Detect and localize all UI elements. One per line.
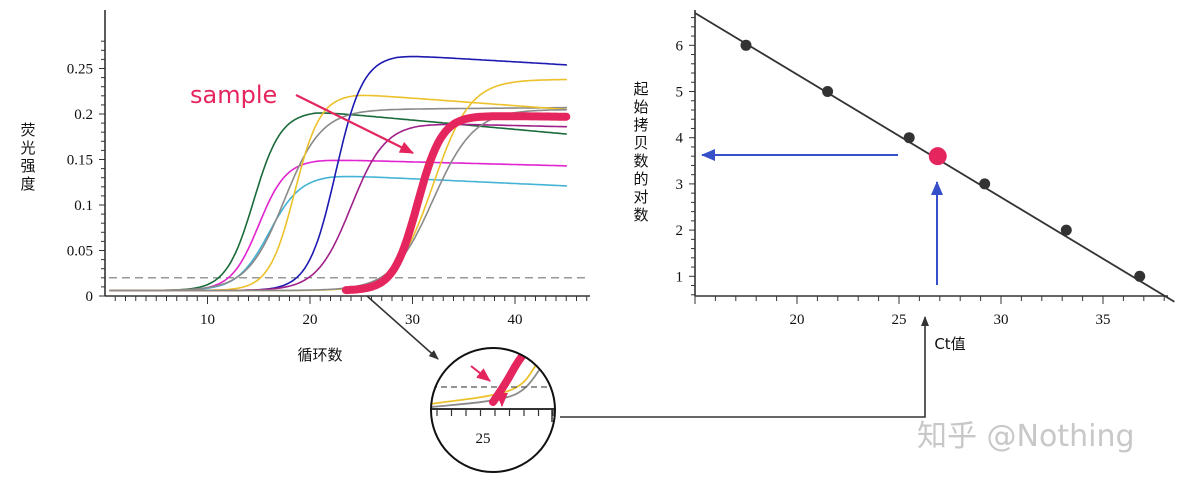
left-ylabel-char: 度 <box>20 175 35 193</box>
left-x-tick-label: 40 <box>508 312 523 328</box>
right-x-tick-label: 30 <box>994 312 1009 328</box>
left-ylabel-char: 强 <box>20 157 35 175</box>
amplification-curve <box>109 112 568 292</box>
right-x-tick-label: 35 <box>1096 312 1111 328</box>
inset-yellow-curve <box>431 351 546 405</box>
right-y-tick-label: 3 <box>676 177 684 193</box>
sample-pointer-arrow <box>295 94 414 154</box>
right-ylabel-char: 的 <box>633 170 648 188</box>
right-y-tick-label: 6 <box>676 38 684 54</box>
amplification-curve <box>109 108 568 292</box>
left-y-tick-label: 0 <box>86 289 94 305</box>
inset-circle <box>430 347 556 473</box>
left-y-tick-label: 0.25 <box>67 62 93 78</box>
amplification-curve <box>109 123 568 292</box>
amplification-curve <box>109 175 568 292</box>
inset-tick-label: 25 <box>476 431 491 447</box>
left-y-tick-label: 0.05 <box>67 244 93 260</box>
right-ylabel-char: 数 <box>633 152 648 170</box>
standard-point <box>1134 270 1146 282</box>
right-axes: 1 2 3 4 5 6 20 25 30 35 <box>676 10 1168 328</box>
left-x-tick-label: 10 <box>200 312 215 328</box>
left-ylabel-char: 荧 <box>20 121 35 139</box>
connectors <box>366 295 929 418</box>
amplification-curve <box>109 159 568 292</box>
standard-point <box>903 132 915 144</box>
standard-point <box>822 86 834 97</box>
left-ylabel-char: 光 <box>20 139 35 157</box>
right-ylabel: 起始拷贝数的对数 <box>633 80 648 224</box>
standard-curve-chart: 1 2 3 4 5 6 20 25 30 35 Ct值 <box>676 10 1175 353</box>
right-y-tick-label: 2 <box>676 223 684 239</box>
sample-annotation: sample <box>190 81 277 109</box>
inset-ticks <box>436 409 554 422</box>
left-ylabel: 荧光强度 <box>20 121 35 193</box>
left-y-tick-label: 0.15 <box>67 153 93 169</box>
left-x-tick-label: 20 <box>303 312 318 328</box>
sample-point <box>928 147 947 166</box>
amplification-curve <box>109 55 568 292</box>
right-ylabel-char: 数 <box>633 206 648 224</box>
amplification-curve <box>109 78 568 292</box>
zoom-inset: 25 <box>430 347 556 473</box>
right-ylabel-char: 起 <box>633 80 648 98</box>
right-x-tick-label: 25 <box>892 312 907 328</box>
inset-gray-curve <box>431 355 551 408</box>
right-ylabel-char: 贝 <box>633 134 648 152</box>
left-y-tick-label: 0.2 <box>74 107 93 123</box>
right-x-tick-label: 20 <box>790 312 805 328</box>
amplification-curve <box>109 106 568 292</box>
right-y-tick-label: 1 <box>676 269 684 285</box>
right-ylabel-char: 对 <box>633 188 648 206</box>
amplification-curves <box>109 55 571 295</box>
left-y-tick-label: 0.1 <box>74 198 93 214</box>
left-x-tick-label: 30 <box>405 312 420 328</box>
right-xlabel: Ct值 <box>934 335 965 353</box>
standard-points <box>694 12 1175 303</box>
right-ylabel-char: 始 <box>633 98 648 116</box>
amplification-chart: 0 0.05 0.1 0.15 0.2 0.25 10 20 30 40 荧光强度 循环数 sam… <box>20 10 590 364</box>
right-ylabel-char: 拷 <box>633 116 648 134</box>
right-y-tick-label: 4 <box>676 131 684 147</box>
watermark: 知乎 @Nothing <box>917 419 1135 454</box>
ct-connector-arrow <box>560 316 929 418</box>
inset-sample-curve <box>489 348 536 406</box>
sample-curve <box>341 112 571 295</box>
zoom-connector-arrow <box>366 295 439 360</box>
inset-pink-arrow <box>470 365 491 382</box>
standard-point <box>979 178 991 190</box>
right-y-tick-label: 5 <box>676 85 684 101</box>
standard-point <box>740 39 752 51</box>
left-axes: 0 0.05 0.1 0.15 0.2 0.25 10 20 30 40 <box>67 10 590 328</box>
standard-point <box>1060 224 1072 236</box>
left-xlabel: 循环数 <box>297 346 342 364</box>
